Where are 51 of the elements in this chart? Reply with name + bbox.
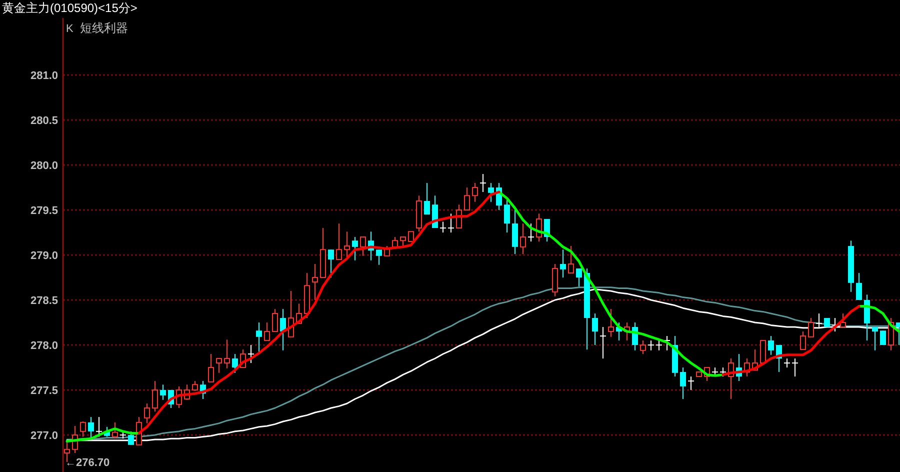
candlestick	[224, 339, 230, 369]
y-tick-label: 280.5	[30, 115, 58, 127]
candlestick	[816, 313, 822, 328]
y-tick-label: 278.0	[30, 340, 58, 352]
candlestick	[88, 416, 94, 440]
candlestick	[248, 344, 254, 364]
y-tick-label: 281.0	[30, 70, 58, 82]
candlestick	[232, 354, 238, 374]
candlestick	[96, 416, 102, 438]
candlestick	[656, 340, 662, 351]
candlestick	[856, 272, 862, 300]
candlestick	[688, 376, 694, 390]
candlestick	[160, 384, 166, 400]
y-tick-label: 279.0	[30, 250, 58, 262]
candlestick	[376, 249, 382, 266]
candlestick	[488, 182, 494, 202]
candlestick	[520, 223, 526, 255]
candlestick	[312, 264, 318, 300]
candlestick	[480, 174, 486, 192]
candlestick	[648, 340, 654, 351]
candlestick	[424, 182, 430, 215]
chart-subtitle: 短线利器	[80, 21, 128, 35]
candlestick	[880, 330, 886, 346]
candlestick	[280, 308, 286, 351]
candlestick	[440, 221, 446, 233]
candlestick	[864, 294, 870, 341]
y-tick-label: 279.5	[30, 205, 58, 217]
annotation: K	[66, 23, 74, 35]
candlestick	[128, 430, 134, 446]
candlestick	[768, 336, 774, 356]
y-tick-label: 280.0	[30, 160, 58, 172]
candlestick	[592, 313, 598, 346]
candlestick	[576, 268, 582, 287]
candlestick	[328, 249, 334, 278]
annotation: ←276.70	[65, 457, 110, 469]
candlestick	[352, 236, 358, 261]
candlestick	[872, 326, 878, 351]
candlestick	[608, 308, 614, 338]
candlestick	[528, 223, 534, 242]
candlestick	[680, 367, 686, 400]
y-tick-label: 278.5	[30, 295, 58, 307]
chart-title: 黄金主力(010590)<15分>	[2, 1, 138, 15]
candlestick	[792, 358, 798, 377]
candlestick	[448, 213, 454, 233]
candlestick	[560, 249, 566, 278]
y-tick-label: 277.5	[30, 385, 58, 397]
candlestick	[504, 200, 510, 233]
candlestick	[256, 322, 262, 354]
candlestick	[512, 210, 518, 255]
y-tick-label: 277.0	[30, 430, 58, 442]
candlestick	[600, 326, 606, 359]
